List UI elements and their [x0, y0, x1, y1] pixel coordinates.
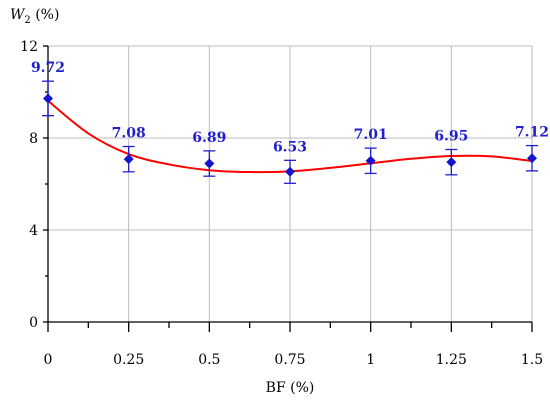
- y-tick-label: 8: [29, 131, 38, 147]
- data-point-marker: [446, 157, 457, 168]
- x-tick-label: 1.25: [436, 352, 467, 368]
- axes: [43, 45, 533, 332]
- data-point-marker: [123, 154, 134, 165]
- y-axis-title-sub: 2: [24, 15, 30, 26]
- x-tick-label: 0: [44, 352, 53, 368]
- y-tick-label: 0: [29, 315, 38, 331]
- data-point-marker: [43, 93, 53, 104]
- x-tick-label: 0.25: [113, 352, 144, 368]
- tick-labels: 0 4 8 12 0 0.25 0.5 0.75 1 1.25 1.5: [20, 39, 543, 368]
- x-axis-title: BF (%): [266, 380, 315, 396]
- y-axis-title: W2 (%): [10, 7, 59, 26]
- y-axis-title-unit: (%): [31, 7, 60, 23]
- data-value-label: 7.01: [354, 127, 388, 143]
- x-tick-label: 1.5: [521, 352, 543, 368]
- x-tick-label: 0.75: [274, 352, 305, 368]
- data-labels: 9.72 7.08 6.89 6.53 7.01 6.95 7.12: [31, 60, 549, 155]
- data-value-label: 7.08: [112, 126, 146, 142]
- data-value-label: 6.89: [192, 130, 226, 146]
- data-value-label: 7.12: [515, 125, 549, 141]
- data-value-label: 9.72: [31, 60, 65, 76]
- data-value-label: 6.53: [273, 139, 307, 155]
- data-points: [43, 93, 537, 177]
- y-axis-title-var: W: [10, 7, 26, 23]
- y-tick-label: 12: [20, 39, 38, 55]
- data-point-marker: [285, 166, 295, 177]
- data-point-marker: [204, 158, 215, 169]
- y-tick-label: 4: [29, 223, 38, 239]
- data-point-marker: [527, 153, 537, 164]
- data-value-label: 6.95: [434, 129, 468, 145]
- x-tick-label: 1: [366, 352, 375, 368]
- grid-lines: [48, 45, 533, 322]
- data-point-marker: [365, 155, 376, 166]
- x-tick-label: 0.5: [198, 352, 220, 368]
